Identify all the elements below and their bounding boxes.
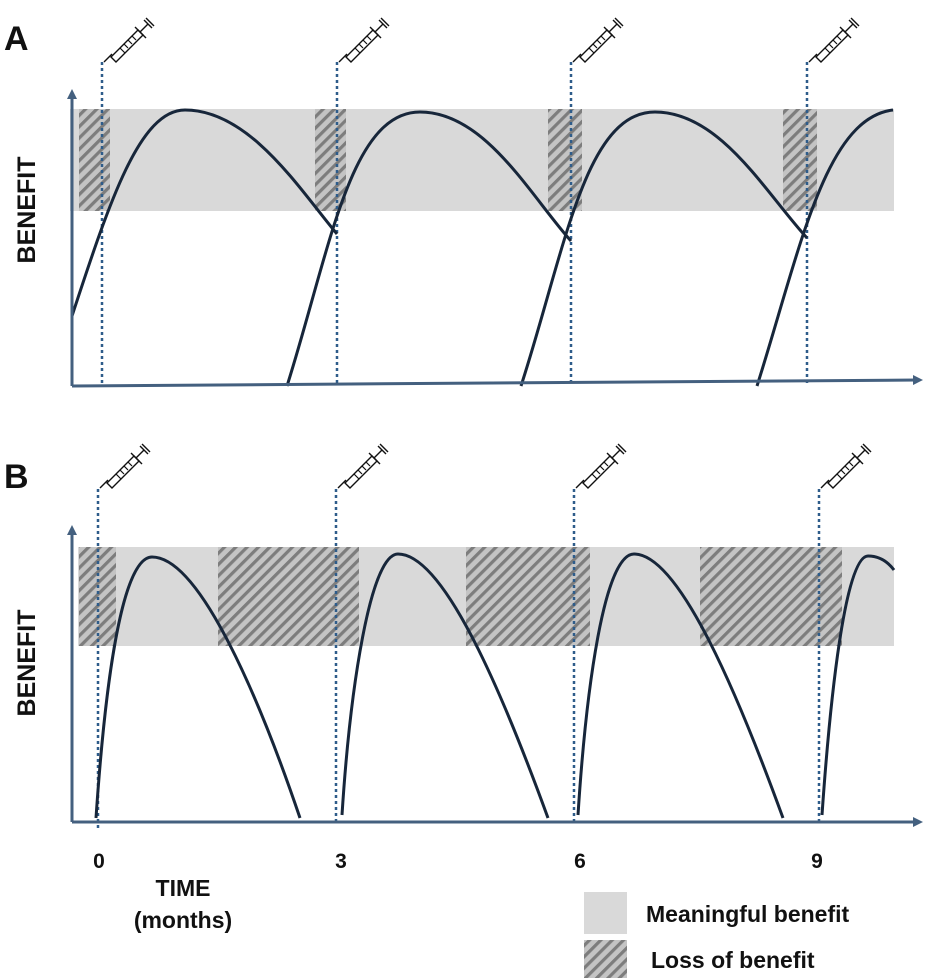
panel-b: B BENEFIT — [4, 443, 923, 830]
panel-a-benefit-curve — [755, 108, 894, 387]
syringe-icon — [103, 17, 155, 63]
panel-b-loss-region — [466, 547, 590, 646]
panel-b-benefit-curve — [340, 552, 550, 819]
legend-meaningful-label: Meaningful benefit — [646, 901, 850, 927]
panel-a-y-axis-label: BENEFIT — [13, 157, 41, 264]
syringe-icon — [338, 17, 390, 63]
legend-meaningful-swatch — [584, 892, 627, 934]
syringe-icon — [820, 443, 872, 489]
panel-a-benefit-curve — [70, 108, 339, 317]
panel-a-loss-region — [548, 109, 582, 211]
legend: Meaningful benefit Loss of benefit — [584, 892, 850, 978]
panel-a-letter: A — [4, 20, 29, 58]
x-axis-label-units: (months) — [134, 907, 232, 933]
x-tick-3: 3 — [335, 850, 347, 873]
panel-a-loss-region — [783, 109, 817, 211]
panel-b-loss-region — [218, 547, 359, 646]
syringe-icon — [337, 443, 389, 489]
x-tick-6: 6 — [574, 850, 586, 873]
panel-b-benefit-curve — [576, 552, 785, 819]
x-axis-label-time: TIME — [156, 875, 211, 901]
panel-a-loss-region — [315, 109, 346, 211]
legend-loss-label: Loss of benefit — [651, 947, 815, 973]
panel-b-loss-region — [700, 547, 842, 646]
panel-a-benefit-curve — [519, 110, 809, 387]
panel-a-x-axis — [71, 375, 923, 388]
x-tick-0: 0 — [93, 850, 105, 873]
panel-a-meaningful-band — [70, 109, 894, 211]
panel-b-benefit-curve — [94, 555, 302, 819]
panel-b-y-axis-label: BENEFIT — [13, 610, 41, 717]
panel-a: A BENEFIT — [4, 17, 923, 388]
syringe-icon — [808, 17, 860, 63]
panel-b-benefit-curve — [820, 554, 896, 816]
panel-a-loss-region — [79, 109, 110, 211]
panel-b-letter: B — [4, 458, 29, 496]
panel-a-benefit-curve — [285, 110, 573, 387]
legend-loss-swatch — [584, 940, 627, 978]
syringe-icon — [572, 17, 624, 63]
x-tick-9: 9 — [811, 850, 823, 873]
syringe-icon — [575, 443, 627, 489]
syringe-icon — [99, 443, 151, 489]
